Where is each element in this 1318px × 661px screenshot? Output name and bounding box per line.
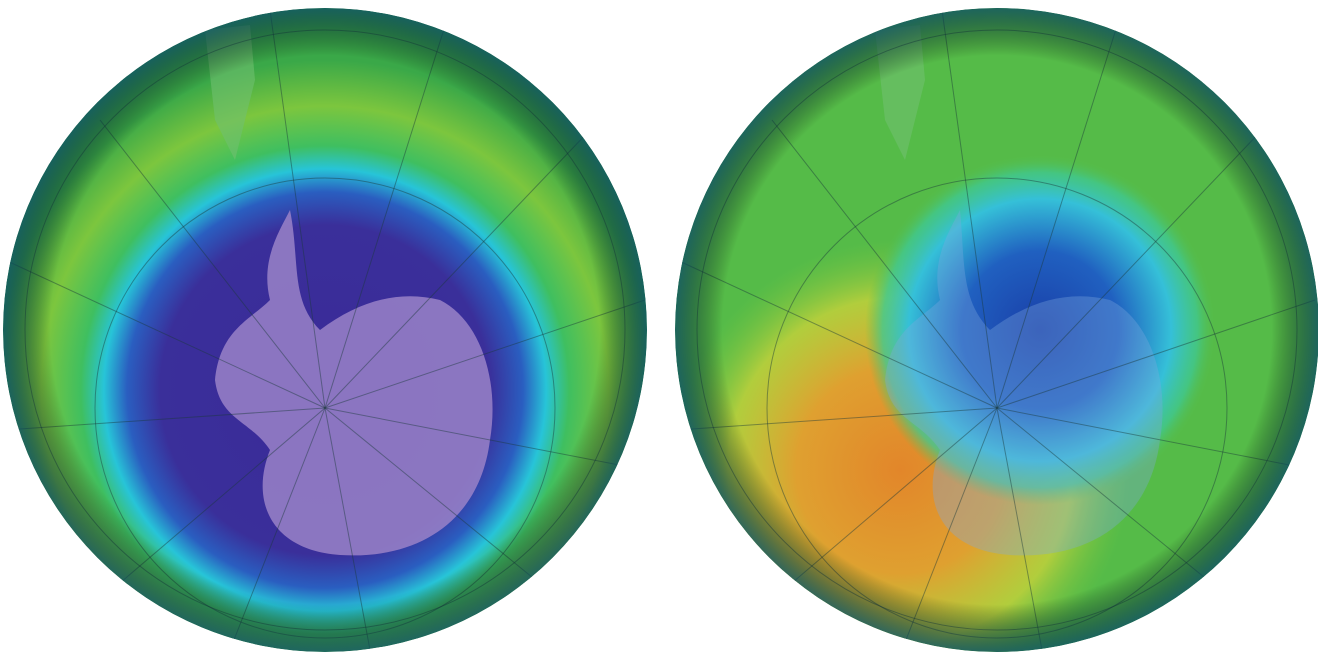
- left-globe: [3, 8, 647, 652]
- right-globe: [675, 8, 1318, 652]
